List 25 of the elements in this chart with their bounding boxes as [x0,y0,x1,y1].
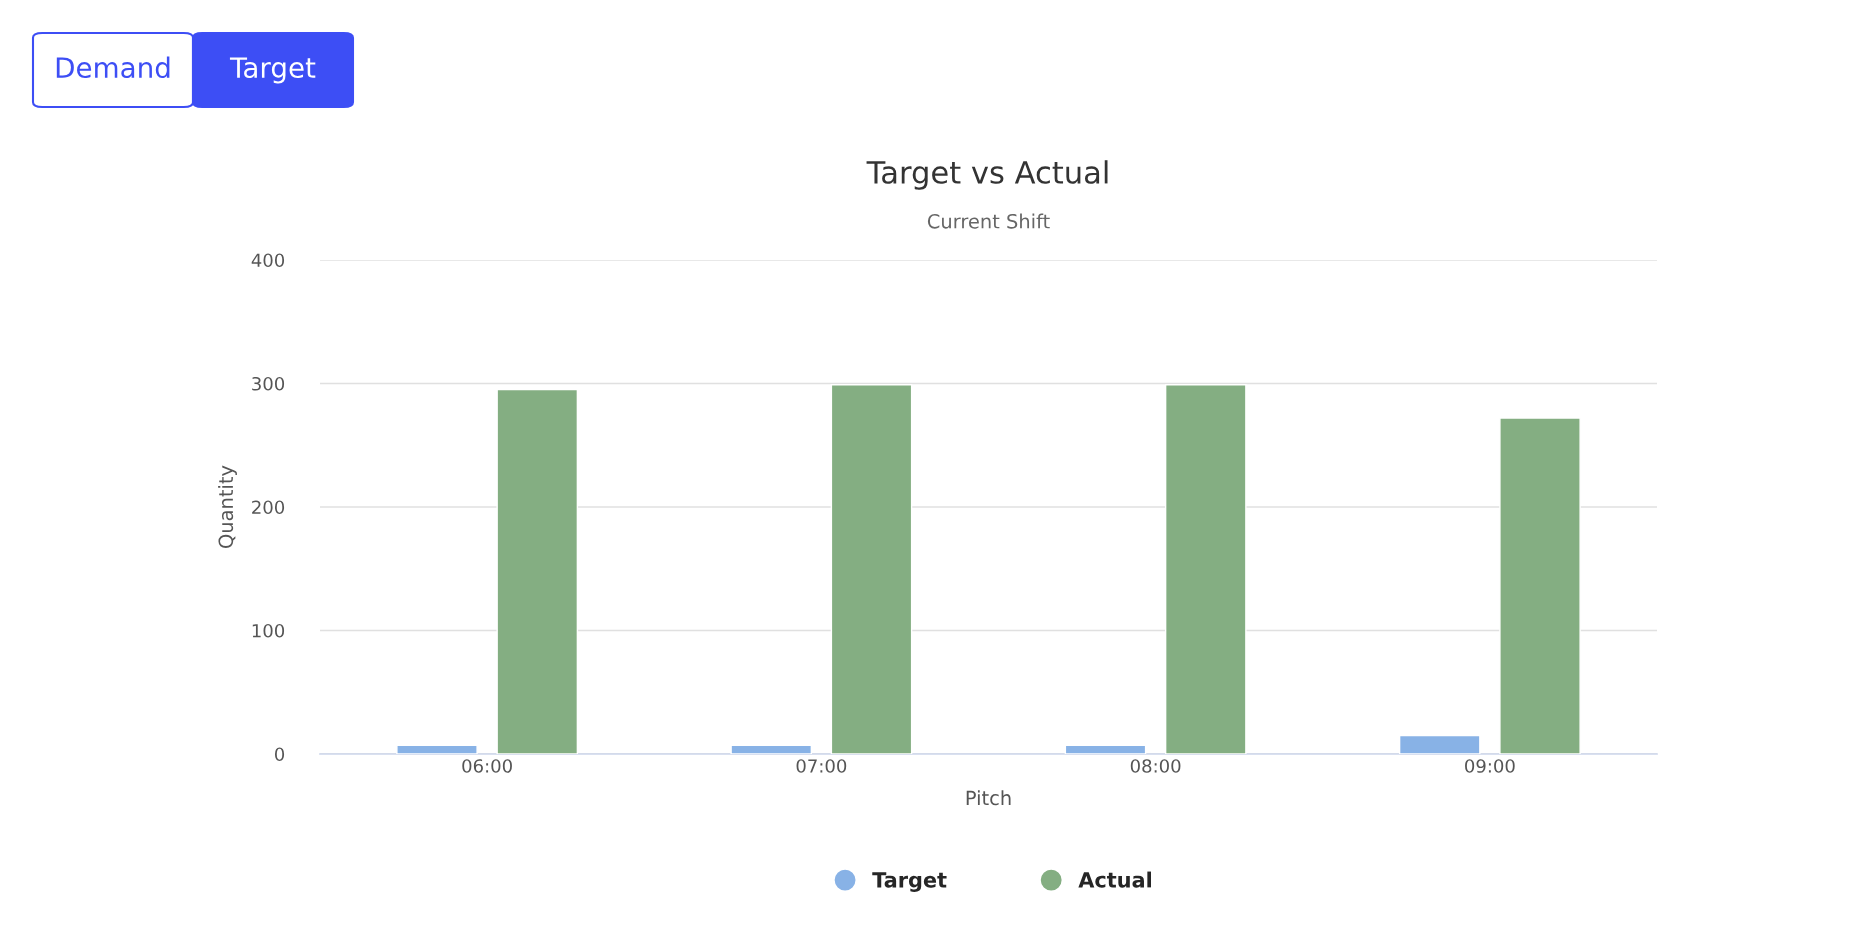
x-axis-title: Pitch [966,790,1011,806]
chart-subtitle: Current Shift [927,213,1050,229]
text: Demand [56,56,170,79]
legend-label: Actual [1078,871,1151,888]
y-tick-label: 100 [252,623,285,638]
bar [1164,384,1247,754]
y-tick-label: 200 [252,500,285,515]
bar [1064,744,1147,754]
text: Target [229,57,316,84]
bar [396,744,478,754]
bar [1499,417,1581,754]
x-tick-label: 07:00 [796,759,847,773]
bar [496,388,579,754]
y-tick-label: 300 [252,376,285,391]
bar [1398,734,1481,754]
y-tick-label: 400 [251,253,285,268]
legend-label: Target [872,872,947,892]
x-tick-label: 09:00 [1465,759,1515,773]
x-tick-label: 08:00 [1130,759,1181,773]
y-tick-label: 0 [274,747,285,762]
bar [830,384,913,754]
bar [730,744,813,754]
x-tick-label: 06:00 [462,759,512,773]
y-axis-title: Quantity [218,465,237,548]
chart-title: Target vs Actual [866,160,1108,190]
